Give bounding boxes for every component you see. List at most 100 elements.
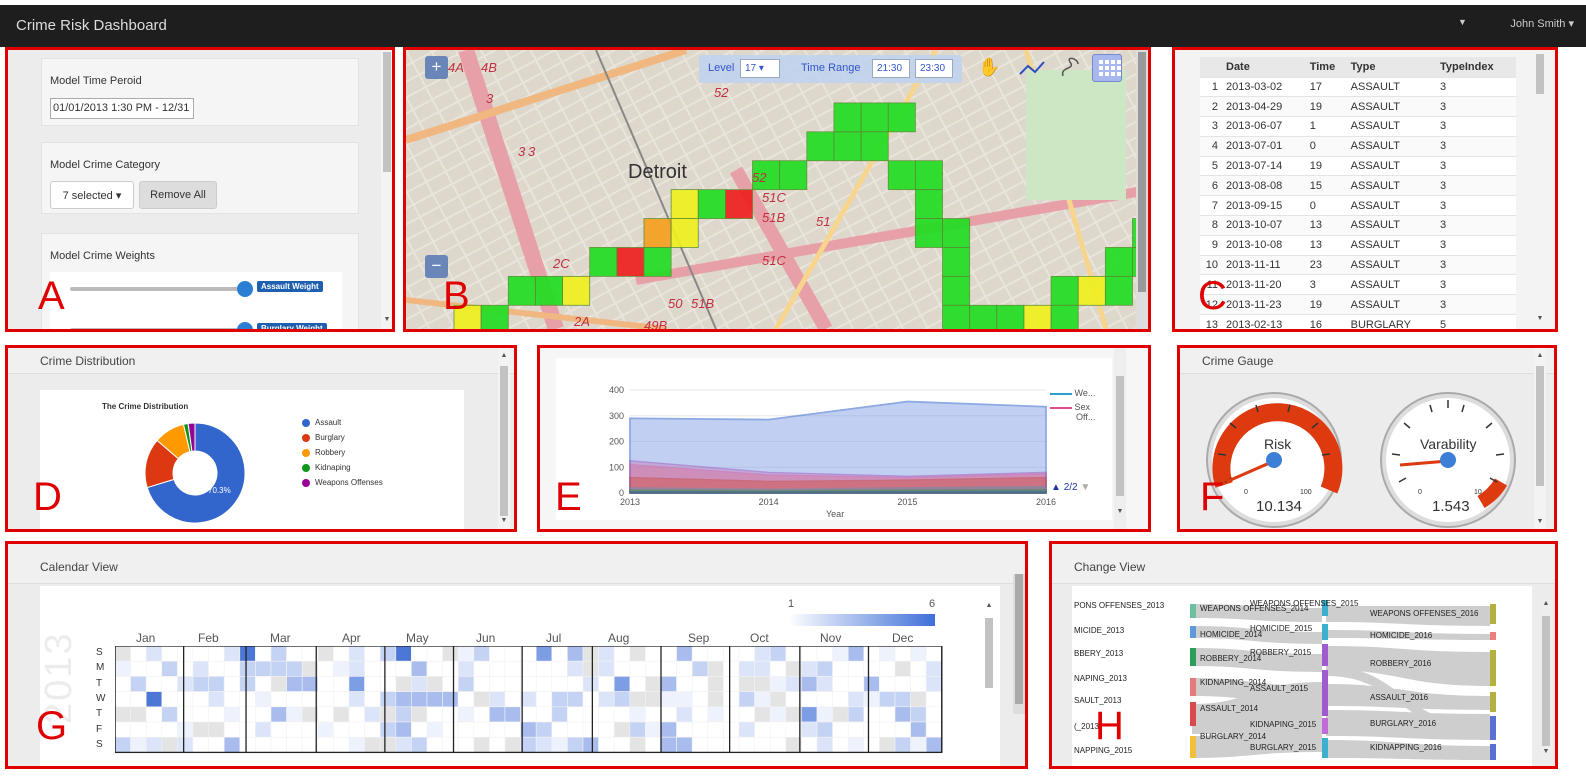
calendar-day-cell[interactable] [161, 676, 178, 692]
calendar-day-cell[interactable] [910, 660, 927, 677]
calendar-day-cell[interactable] [535, 721, 553, 738]
risk-grid-cell[interactable] [724, 189, 753, 219]
calendar-day-cell[interactable] [192, 706, 209, 723]
area-series[interactable] [629, 460, 1047, 494]
calendar-day-cell[interactable] [707, 721, 724, 738]
risk-grid-cell[interactable] [589, 247, 618, 277]
remove-all-button[interactable]: Remove All [139, 181, 217, 209]
calendar-day-cell[interactable] [645, 706, 662, 723]
area-series[interactable] [629, 490, 1047, 494]
calendar-day-cell[interactable] [769, 646, 787, 662]
calendar-day-cell[interactable] [535, 660, 553, 677]
risk-grid-cell[interactable] [942, 247, 971, 277]
calendar-day-cell[interactable] [270, 691, 287, 708]
risk-grid-cell[interactable] [969, 304, 998, 329]
risk-grid[interactable] [453, 102, 1148, 329]
calendar-day-cell[interactable] [145, 721, 163, 738]
risk-grid-cell[interactable] [1023, 304, 1052, 329]
calendar-day-cell[interactable] [239, 736, 256, 753]
calendar-scrollbar-outer[interactable] [1013, 574, 1025, 714]
table-row[interactable]: 3 2013-06-07 1 ASSAULT 3 [1200, 116, 1516, 137]
legend-item[interactable]: Burglary [302, 433, 383, 442]
calendar-day-cell[interactable] [551, 660, 568, 677]
calendar-day-cell[interactable] [286, 691, 303, 708]
calendar-day-cell[interactable] [270, 676, 287, 692]
calendar-day-cell[interactable] [348, 706, 365, 723]
calendar-day-cell[interactable] [816, 736, 833, 753]
calendar-day-cell[interactable] [223, 646, 241, 662]
calendar-day-cell[interactable] [208, 676, 225, 692]
calendar-day-cell[interactable] [785, 646, 802, 662]
calendar-day-cell[interactable] [473, 721, 490, 738]
calendar-day-cell[interactable] [816, 646, 833, 662]
calendar-day-cell[interactable] [613, 676, 631, 692]
calendar-day-cell[interactable] [832, 646, 849, 662]
calendar-day-cell[interactable] [894, 736, 911, 753]
calendar-day-cell[interactable] [785, 721, 802, 738]
risk-grid-cell[interactable] [507, 275, 536, 306]
calendar-day-cell[interactable] [925, 706, 943, 723]
calendar-day-cell[interactable] [317, 721, 334, 738]
calendar-day-cell[interactable] [395, 676, 412, 692]
calendar-day-cell[interactable] [145, 736, 163, 753]
calendar-day-cell[interactable] [411, 736, 428, 753]
calendar-day-cell[interactable] [270, 706, 287, 723]
calendar-day-cell[interactable] [582, 676, 599, 692]
risk-grid-cell[interactable] [996, 304, 1025, 329]
scroll-thumb[interactable] [1536, 54, 1544, 94]
calendar-day-cell[interactable] [723, 721, 740, 738]
calendar-day-cell[interactable] [567, 721, 584, 738]
burglary-slider-track[interactable] [70, 328, 246, 329]
calendar-day-cell[interactable] [863, 691, 880, 708]
calendar-day-cell[interactable] [925, 721, 943, 738]
calendar-day-cell[interactable] [660, 660, 677, 677]
calendar-day-cell[interactable] [691, 706, 709, 723]
calendar-day-cell[interactable] [582, 691, 599, 708]
table-row[interactable]: 11 2013-11-20 3 ASSAULT 3 [1200, 274, 1516, 295]
calendar-day-cell[interactable] [567, 676, 584, 692]
calendar-day-cell[interactable] [707, 736, 724, 753]
calendar-day-cell[interactable] [723, 691, 740, 708]
calendar-day-cell[interactable] [691, 660, 709, 677]
calendar-day-cell[interactable] [239, 660, 256, 677]
calendar-day-cell[interactable] [130, 660, 147, 677]
calendar-day-cell[interactable] [364, 646, 381, 662]
change-view-scrollbar[interactable]: ▲ ▼ [1540, 600, 1552, 760]
risk-grid-cell[interactable] [670, 218, 699, 248]
risk-grid-cell[interactable] [643, 218, 672, 248]
calendar-day-cell[interactable] [395, 721, 412, 738]
calendar-day-cell[interactable] [847, 676, 865, 692]
calendar-day-cell[interactable] [769, 736, 787, 753]
calendar-day-cell[interactable] [317, 736, 334, 753]
table-row[interactable]: 9 2013-10-08 13 ASSAULT 3 [1200, 234, 1516, 256]
scroll-up-icon[interactable]: ▲ [1536, 352, 1544, 359]
calendar-day-cell[interactable] [115, 706, 131, 723]
calendar-day-cell[interactable] [598, 646, 615, 662]
app-title[interactable]: Crime Risk Dashboard [16, 17, 167, 34]
calendar-day-cell[interactable] [223, 660, 241, 677]
table-row[interactable]: 13 2013-02-13 16 BURGLARY 5 [1200, 314, 1516, 329]
calendar-day-cell[interactable] [754, 660, 771, 677]
table-row[interactable]: 5 2013-07-14 19 ASSAULT 3 [1200, 155, 1516, 176]
table-scrollbar[interactable]: ▼ [1534, 50, 1546, 329]
calendar-day-cell[interactable] [691, 691, 709, 708]
scroll-thumb[interactable] [1015, 574, 1023, 704]
calendar-day-cell[interactable] [255, 706, 272, 723]
calendar-day-cell[interactable] [317, 646, 334, 662]
calendar-day-cell[interactable] [707, 676, 724, 692]
calendar-day-cell[interactable] [879, 736, 896, 753]
calendar-day-cell[interactable] [333, 646, 350, 662]
table-row[interactable]: 2 2013-04-29 19 ASSAULT 3 [1200, 96, 1516, 117]
calendar-day-cell[interactable] [270, 721, 287, 738]
risk-grid-cell[interactable] [1077, 275, 1106, 306]
table-row[interactable]: 12 2013-11-23 19 ASSAULT 3 [1200, 294, 1516, 315]
risk-grid-cell[interactable] [833, 131, 862, 162]
calendar-day-cell[interactable] [629, 721, 646, 738]
calendar-day-cell[interactable] [723, 736, 740, 753]
calendar-day-cell[interactable] [551, 691, 568, 708]
calendar-day-cell[interactable] [223, 721, 241, 738]
risk-grid-cell[interactable] [697, 189, 726, 219]
calendar-day-cell[interactable] [551, 646, 568, 662]
calendar-day-cell[interactable] [255, 676, 272, 692]
calendar-day-cell[interactable] [161, 736, 178, 753]
